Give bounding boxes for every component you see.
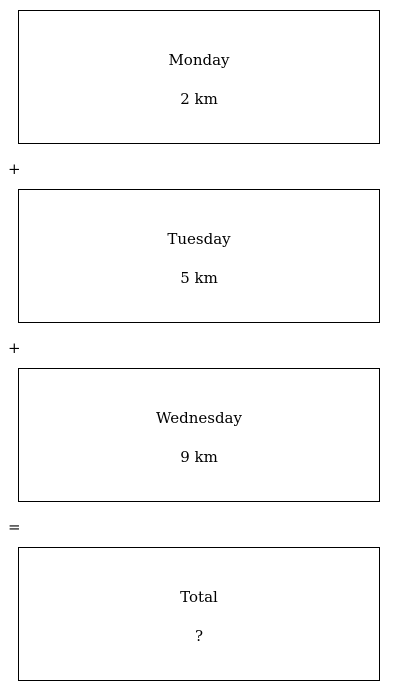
- plus-sign: +: [8, 160, 21, 178]
- wednesday-distance: 9 km: [180, 448, 218, 466]
- wednesday-box: Wednesday 9 km: [18, 368, 380, 502]
- monday-distance: 2 km: [180, 90, 218, 108]
- tuesday-box: Tuesday 5 km: [18, 189, 380, 323]
- plus-sign: +: [8, 339, 21, 357]
- total-box: Total ?: [18, 547, 380, 681]
- monday-box: Monday 2 km: [18, 10, 380, 144]
- tuesday-distance: 5 km: [180, 269, 218, 287]
- monday-label: Monday: [168, 51, 230, 69]
- wednesday-label: Wednesday: [156, 409, 242, 427]
- tuesday-label: Tuesday: [167, 230, 231, 248]
- equals-sign: =: [8, 518, 21, 536]
- total-label: Total: [180, 588, 218, 606]
- total-value: ?: [194, 627, 204, 645]
